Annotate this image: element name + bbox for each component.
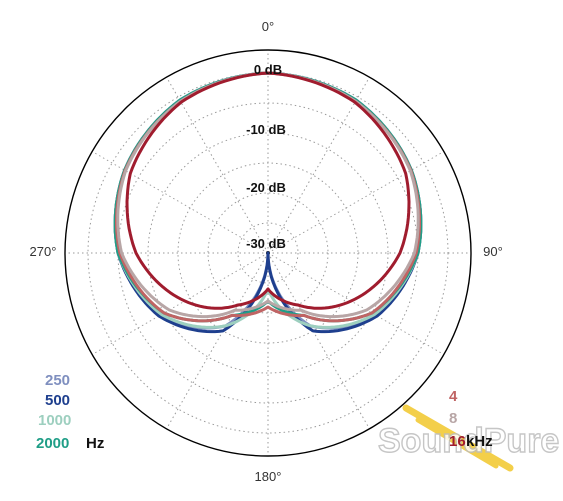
legend-unit-hz: Hz	[86, 435, 104, 452]
legend-2000: 2000	[36, 435, 69, 452]
pattern-curves	[113, 71, 423, 334]
legend-500: 500	[45, 392, 70, 409]
legend-1000: 1000	[38, 412, 71, 429]
pattern-curve-4	[115, 71, 421, 323]
angle-label-0: 0°	[262, 19, 274, 34]
grid-circle	[237, 222, 299, 284]
legend-16k: 16	[449, 433, 466, 450]
grid-spoke	[166, 252, 269, 430]
soundpure-logo: SoundPure	[377, 404, 560, 472]
legend-250: 250	[45, 372, 70, 389]
angle-label-90: 90°	[483, 244, 503, 259]
pattern-curve-8	[116, 71, 420, 319]
db-label-10: -10 dB	[246, 122, 286, 137]
db-label-0: 0 dB	[254, 62, 282, 77]
db-label-20: -20 dB	[246, 180, 286, 195]
angle-label-270: 270°	[30, 244, 57, 259]
grid-spoke	[267, 252, 370, 430]
angle-label-180: 180°	[255, 469, 282, 484]
grid-circle	[147, 132, 389, 374]
watermark-text: SoundPure	[378, 422, 559, 460]
legend-8k: 8	[449, 410, 457, 427]
db-label-30: -30 dB	[246, 236, 286, 251]
legend-4k: 4	[449, 388, 458, 405]
pattern-curve-16	[125, 71, 411, 310]
legend-unit-khz: kHz	[466, 433, 493, 450]
outer-ring	[64, 49, 472, 457]
